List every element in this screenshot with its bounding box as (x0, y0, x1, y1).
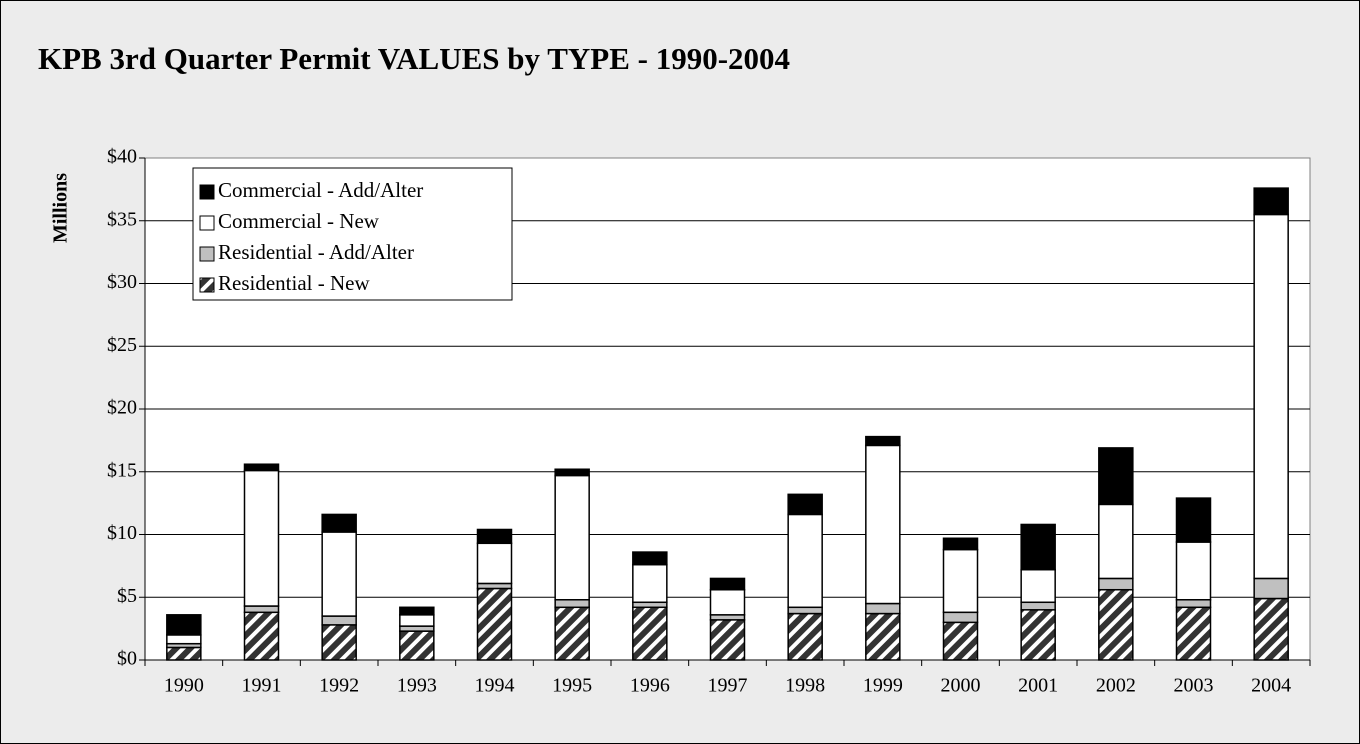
bar-segment (865, 435, 901, 447)
bar-segment (476, 528, 513, 545)
x-tick-label: 2004 (1251, 675, 1291, 697)
bar-segment (632, 601, 668, 609)
bar-segment (1098, 503, 1134, 580)
bar-segment (476, 542, 513, 585)
bar-segment (865, 602, 901, 615)
bar-segment (243, 469, 280, 607)
y-tick-label: $30 (107, 271, 137, 293)
bar-segment (399, 625, 435, 632)
chart-title: KPB 3rd Quarter Permit VALUES by TYPE - … (38, 41, 790, 76)
bar-segment (554, 599, 590, 609)
bar-segment (709, 577, 746, 591)
bar-segment (321, 513, 357, 533)
legend-swatch (199, 215, 215, 231)
bar-segment (554, 468, 590, 477)
x-tick-label: 1992 (319, 675, 359, 697)
legend-label: Residential - New (218, 271, 370, 295)
bar-segment (476, 582, 513, 590)
bar-segment (632, 606, 668, 661)
x-tick-label: 1990 (164, 675, 204, 697)
bar-segment (865, 612, 901, 661)
bar-segment (1098, 447, 1134, 506)
bar-segment (787, 493, 823, 516)
x-tick-label: 2001 (1018, 675, 1058, 697)
bar-segment (321, 624, 357, 661)
bar-segment (865, 444, 901, 605)
y-tick-label: $5 (117, 585, 137, 607)
bar-segment (942, 548, 979, 614)
y-tick-label: $20 (107, 397, 137, 419)
bar-segment (709, 588, 746, 616)
bar-segment (1175, 599, 1212, 609)
bar-segment (1020, 609, 1056, 661)
bar-segment (1098, 577, 1134, 591)
bar-segment (1175, 541, 1212, 601)
bar-segment (166, 634, 202, 645)
x-tick-label: 1998 (785, 675, 825, 697)
x-tick-label: 2000 (941, 675, 981, 697)
bar-segment (942, 611, 979, 624)
bar-segment (709, 619, 746, 661)
legend-swatch (199, 246, 215, 262)
bar-segment (1098, 588, 1134, 661)
bar-segment (787, 612, 823, 661)
legend-swatch (199, 277, 215, 293)
bar-segment (243, 463, 280, 472)
y-tick-label: $0 (117, 648, 137, 670)
bar-segment (321, 615, 357, 626)
bar-segment (321, 531, 357, 617)
bar-segment (399, 606, 435, 616)
bar-segment (942, 621, 979, 661)
legend-label: Residential - Add/Alter (218, 240, 414, 264)
x-tick-label: 1994 (475, 675, 515, 697)
bar-segment (1020, 601, 1056, 611)
bar-segment (1020, 523, 1056, 571)
bar-segment (632, 551, 668, 566)
bar-segment (1253, 597, 1289, 661)
legend-label: Commercial - Add/Alter (218, 178, 423, 202)
bar-segment (399, 630, 435, 661)
x-tick-label: 2002 (1096, 675, 1136, 697)
y-tick-label: $40 (107, 146, 137, 168)
bar-segment (166, 646, 202, 661)
legend-label: Commercial - New (218, 209, 380, 233)
legend-box (192, 167, 513, 301)
bar-segment (787, 606, 823, 615)
bar-segment (476, 587, 513, 661)
bar-segment (709, 614, 746, 621)
y-tick-label: $10 (107, 522, 137, 544)
x-tick-label: 1995 (552, 675, 592, 697)
y-tick-label: $35 (107, 208, 137, 230)
x-tick-label: 1997 (708, 675, 748, 697)
bar-segment (166, 614, 202, 636)
x-tick-label: 1996 (630, 675, 670, 697)
x-tick-label: 1993 (397, 675, 437, 697)
bar-segment (399, 614, 435, 627)
bar-segment (243, 611, 280, 661)
bar-segment (554, 474, 590, 601)
bar-segment (1175, 497, 1212, 543)
bar-segment (632, 563, 668, 604)
bar-segment (787, 513, 823, 609)
y-axis-label: Millions (50, 173, 72, 243)
bar-segment (243, 605, 280, 614)
y-tick-label: $25 (107, 334, 137, 356)
x-tick-label: 2003 (1174, 675, 1214, 697)
bar-segment (1175, 606, 1212, 661)
x-tick-label: 1991 (242, 675, 282, 697)
x-tick-label: 1999 (863, 675, 903, 697)
bar-segment (942, 537, 979, 551)
bar-segment (1253, 577, 1289, 600)
legend-swatch (199, 184, 215, 200)
bar-segment (1020, 568, 1056, 604)
y-tick-label: $15 (107, 459, 137, 481)
bar-segment (554, 606, 590, 661)
bar-segment (1253, 187, 1289, 216)
bar-segment (1253, 213, 1289, 580)
